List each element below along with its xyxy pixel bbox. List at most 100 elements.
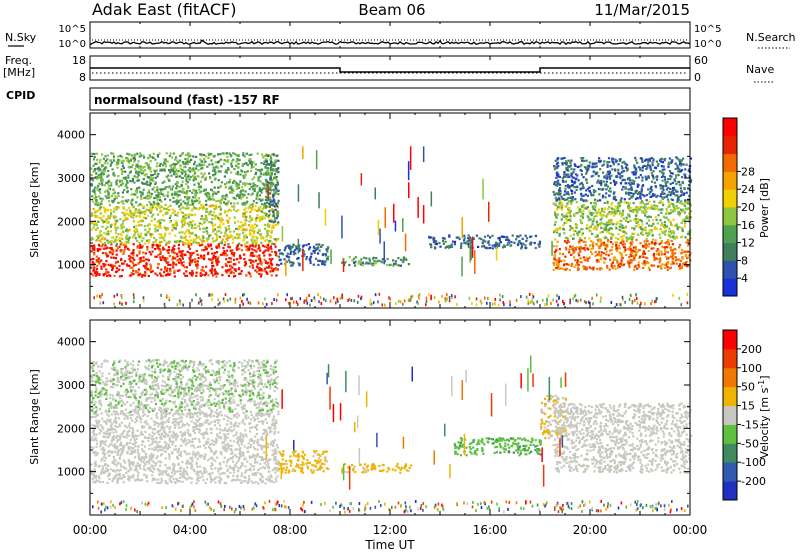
echo-point [579, 168, 582, 172]
echo-point [173, 193, 177, 196]
echo-point [266, 272, 269, 275]
echo-point [215, 206, 218, 209]
echo-point [105, 253, 108, 256]
echo-point [651, 163, 654, 167]
echo-point [202, 230, 205, 234]
echo-point [359, 263, 362, 266]
echo-point [641, 200, 644, 203]
echo-point [215, 200, 218, 203]
echo-point [681, 251, 684, 254]
echo-point [147, 163, 150, 166]
echo-point [565, 221, 568, 224]
echo-point [151, 233, 154, 236]
echo-point [672, 187, 675, 190]
echo-point [634, 298, 636, 302]
echo-point [186, 158, 189, 161]
echo-point [90, 212, 94, 215]
echo-point [215, 192, 218, 195]
echo-point [225, 271, 228, 274]
echo-point [197, 188, 201, 191]
echo-point [190, 222, 193, 225]
echo-point [199, 186, 203, 189]
echo-point [558, 259, 561, 262]
echo-point [189, 221, 193, 224]
echo-point [666, 193, 669, 196]
echo-point [115, 244, 118, 247]
echo-point [182, 187, 185, 191]
echo-point [197, 242, 200, 245]
echo-point [275, 217, 278, 220]
echo-point [223, 250, 226, 253]
echo-point [175, 173, 178, 176]
echo-point [571, 198, 574, 201]
echo-point [671, 192, 674, 195]
echo-point [578, 254, 581, 257]
echo-point [556, 213, 560, 216]
echo-point [254, 269, 257, 272]
echo-point [187, 197, 190, 200]
echo-point [131, 163, 134, 166]
echo-point [269, 186, 272, 189]
echo-point [227, 159, 230, 162]
echo-point [573, 168, 576, 171]
echo-point [596, 223, 599, 226]
echo-point [252, 199, 255, 203]
echo-point [633, 265, 636, 268]
echo-point [93, 266, 96, 269]
echo-point [656, 194, 659, 197]
echo-point [233, 167, 236, 171]
echo-point [242, 154, 245, 157]
echo-point [120, 168, 123, 171]
echo-point [180, 211, 183, 214]
echo-point [360, 258, 363, 261]
echo-point [662, 185, 665, 188]
echo-point [687, 216, 690, 219]
echo-point [600, 242, 603, 246]
echo-point [136, 254, 139, 257]
echo-point [687, 250, 690, 253]
echo-point [191, 252, 194, 255]
echo-point [100, 200, 104, 203]
echo-point [249, 232, 252, 235]
echo-point [116, 166, 119, 169]
echo-point [130, 180, 133, 183]
echo-point [224, 232, 227, 235]
echo-point [605, 215, 608, 218]
echo-point [176, 269, 179, 272]
echo-point [622, 217, 625, 220]
echo-point [214, 171, 217, 174]
echo-point [583, 266, 586, 269]
echo-point [636, 250, 639, 253]
echo-point [374, 293, 377, 297]
echo-point [646, 216, 649, 219]
echo-point [324, 260, 327, 263]
echo-point [590, 214, 593, 217]
echo-point [275, 238, 278, 241]
echo-point [591, 243, 594, 246]
echo-point [575, 188, 578, 191]
echo-point [342, 258, 345, 261]
echo-point [242, 162, 245, 166]
echo-point [197, 183, 200, 186]
echo-point [165, 228, 168, 231]
echo-point [564, 184, 567, 188]
echo-point [104, 263, 107, 266]
echo-point [651, 189, 654, 192]
echo-point [206, 196, 209, 199]
echo-point [369, 302, 371, 306]
echo-point [136, 187, 139, 190]
echo-point [139, 236, 142, 239]
echo-point [148, 197, 151, 200]
echo-point [624, 246, 627, 249]
echo-point [600, 214, 603, 217]
echo-point [639, 218, 642, 222]
echo-point [648, 200, 651, 203]
echo-point [113, 294, 116, 298]
echo-point [111, 253, 114, 256]
echo-point [94, 193, 97, 196]
echo-point [278, 252, 282, 255]
echo-point [173, 163, 176, 166]
echo-point [138, 273, 141, 276]
echo-point [183, 242, 186, 245]
echo-point [134, 210, 137, 213]
